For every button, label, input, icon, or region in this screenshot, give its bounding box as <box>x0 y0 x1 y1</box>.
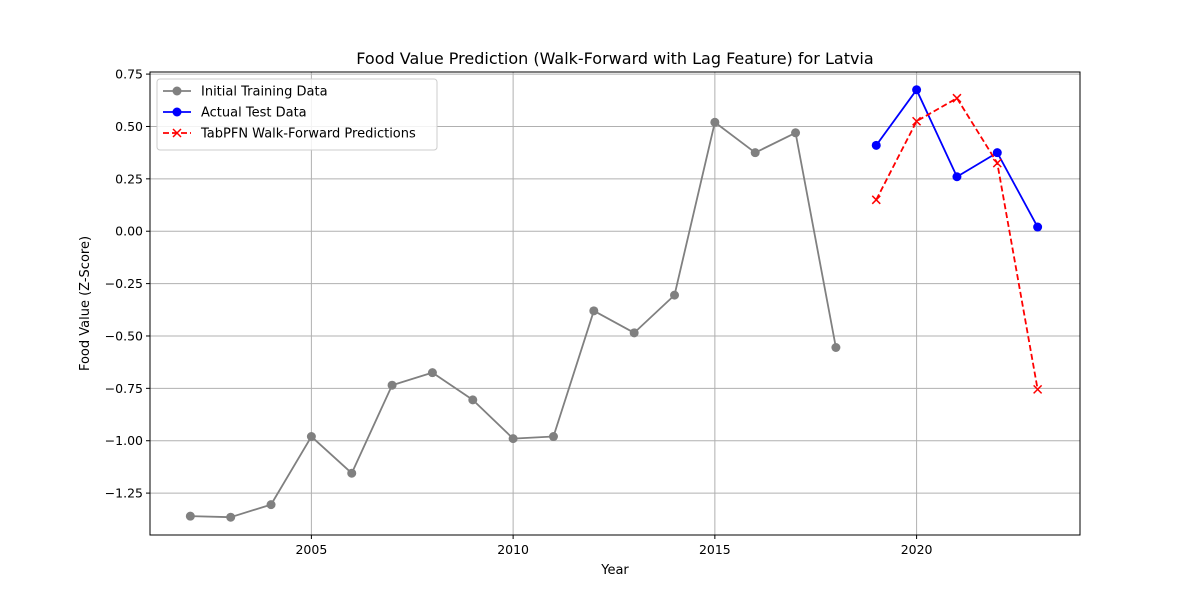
x-axis: 2005 2010 2015 2020 <box>295 535 933 557</box>
series-3 <box>871 93 1043 394</box>
data-point <box>871 195 881 205</box>
y-tick-label: −0.75 <box>105 381 143 396</box>
data-point <box>508 434 518 444</box>
data-point <box>347 468 357 478</box>
legend-item: Initial Training Data <box>163 85 328 100</box>
plot-area-frame <box>149 71 1081 536</box>
legend-label: Initial Training Data <box>201 85 328 100</box>
data-point <box>226 512 236 522</box>
data-point <box>670 290 680 300</box>
data-point <box>871 140 881 150</box>
x-marker-stroke <box>952 93 962 103</box>
series-line <box>875 97 1039 390</box>
x-tick-label: 2020 <box>901 542 933 557</box>
x-marker-stroke <box>912 116 922 126</box>
data-point <box>952 93 962 103</box>
data-point <box>1033 222 1043 232</box>
data-point <box>992 158 1002 168</box>
data-point <box>387 380 397 390</box>
series-2 <box>871 85 1043 232</box>
x-tick-label: 2005 <box>295 542 327 557</box>
data-point <box>710 117 720 127</box>
grid <box>150 72 1080 535</box>
x-tick-label: 2010 <box>497 542 529 557</box>
y-tick-label: −0.25 <box>105 276 143 291</box>
legend: Initial Training Data Actual Test Data Tab… <box>156 78 438 151</box>
x-tick-label: 2015 <box>699 542 731 557</box>
data-point <box>589 306 599 316</box>
data-point <box>992 148 1002 158</box>
data-point <box>952 172 962 182</box>
legend-item: Actual Test Data <box>163 106 307 121</box>
legend-box <box>156 78 438 151</box>
x-marker-stroke <box>1033 384 1043 394</box>
data-point <box>629 328 639 338</box>
legend-label: TabPFN Walk-Forward Predictions <box>200 127 416 142</box>
data-point <box>831 342 841 352</box>
y-tick-label: 0.50 <box>115 119 143 134</box>
legend-label: Actual Test Data <box>201 106 307 121</box>
data-point <box>185 511 195 521</box>
y-tick-label: 0.00 <box>115 224 143 239</box>
y-tick-label: −1.25 <box>105 486 143 501</box>
legend-item: TabPFN Walk-Forward Predictions <box>163 127 416 142</box>
data-point <box>427 368 437 378</box>
y-tick-label: 0.25 <box>115 171 143 186</box>
y-axis-title: Food Value (Z-Score) <box>78 236 93 371</box>
data-point <box>750 148 760 158</box>
data-point <box>548 432 558 442</box>
x-marker-stroke <box>992 158 1002 168</box>
x-marker-stroke <box>172 128 182 138</box>
legend-marker <box>172 107 182 117</box>
data-point <box>306 432 316 442</box>
data-point <box>912 85 922 95</box>
data-point <box>266 500 276 510</box>
y-tick-label: 0.75 <box>115 67 143 82</box>
y-tick-label: −1.00 <box>105 433 143 448</box>
x-axis-title: Year <box>600 563 629 578</box>
x-marker-stroke <box>871 195 881 205</box>
chart-title: Food Value Prediction (Walk-Forward with… <box>356 49 873 68</box>
data-point <box>1033 384 1043 394</box>
plot-series <box>185 85 1043 522</box>
y-axis: 0.75 0.50 0.25 0.00 −0.25 −0.50 −0.75 −1.00 −1.2… <box>105 67 150 501</box>
legend-marker <box>172 86 182 96</box>
legend-marker <box>172 128 182 138</box>
y-tick-label: −0.50 <box>105 328 143 343</box>
data-point <box>791 128 801 138</box>
data-point <box>912 116 922 126</box>
data-point <box>468 395 478 405</box>
series-1 <box>185 117 841 522</box>
